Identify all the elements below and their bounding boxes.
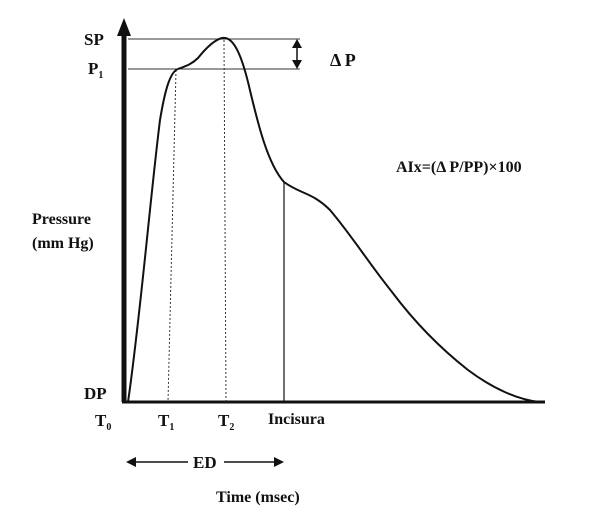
- t2-label-sub: 2: [229, 422, 235, 433]
- incisura-label: Incisura: [268, 411, 325, 428]
- p1-label-sub: 1: [98, 70, 104, 81]
- x-axis-label: Time (msec): [216, 489, 300, 506]
- pressure-waveform: [127, 36, 541, 403]
- p1-label-main: P: [88, 59, 99, 78]
- delta-p-arrowhead-up: [292, 39, 302, 48]
- t2-drop-line: [223, 39, 227, 403]
- t0-label-sub: 0: [106, 422, 112, 433]
- t1-drop-line: [167, 69, 177, 403]
- ed-label: ED: [193, 453, 217, 472]
- y-axis-arrowhead: [117, 18, 131, 36]
- dp-label: DP: [84, 384, 107, 403]
- t2-label-main: T: [218, 411, 230, 430]
- t0-label-main: T: [95, 411, 107, 430]
- p1-label: P1: [88, 59, 103, 81]
- t0-label: T0: [95, 411, 111, 433]
- t1-label-sub: 1: [169, 422, 175, 433]
- delta-p-arrowhead-down: [292, 60, 302, 69]
- sp-label: SP: [84, 30, 104, 49]
- y-axis-label-line2: (mm Hg): [32, 235, 94, 252]
- t1-label-main: T: [158, 411, 170, 430]
- y-axis-label-line1: Pressure: [32, 211, 91, 228]
- t2-label: T2: [218, 411, 234, 433]
- t1-label: T1: [158, 411, 174, 433]
- formula-label: AIx=(Δ P/PP)×100: [396, 159, 522, 176]
- delta-p-label: Δ P: [330, 50, 356, 70]
